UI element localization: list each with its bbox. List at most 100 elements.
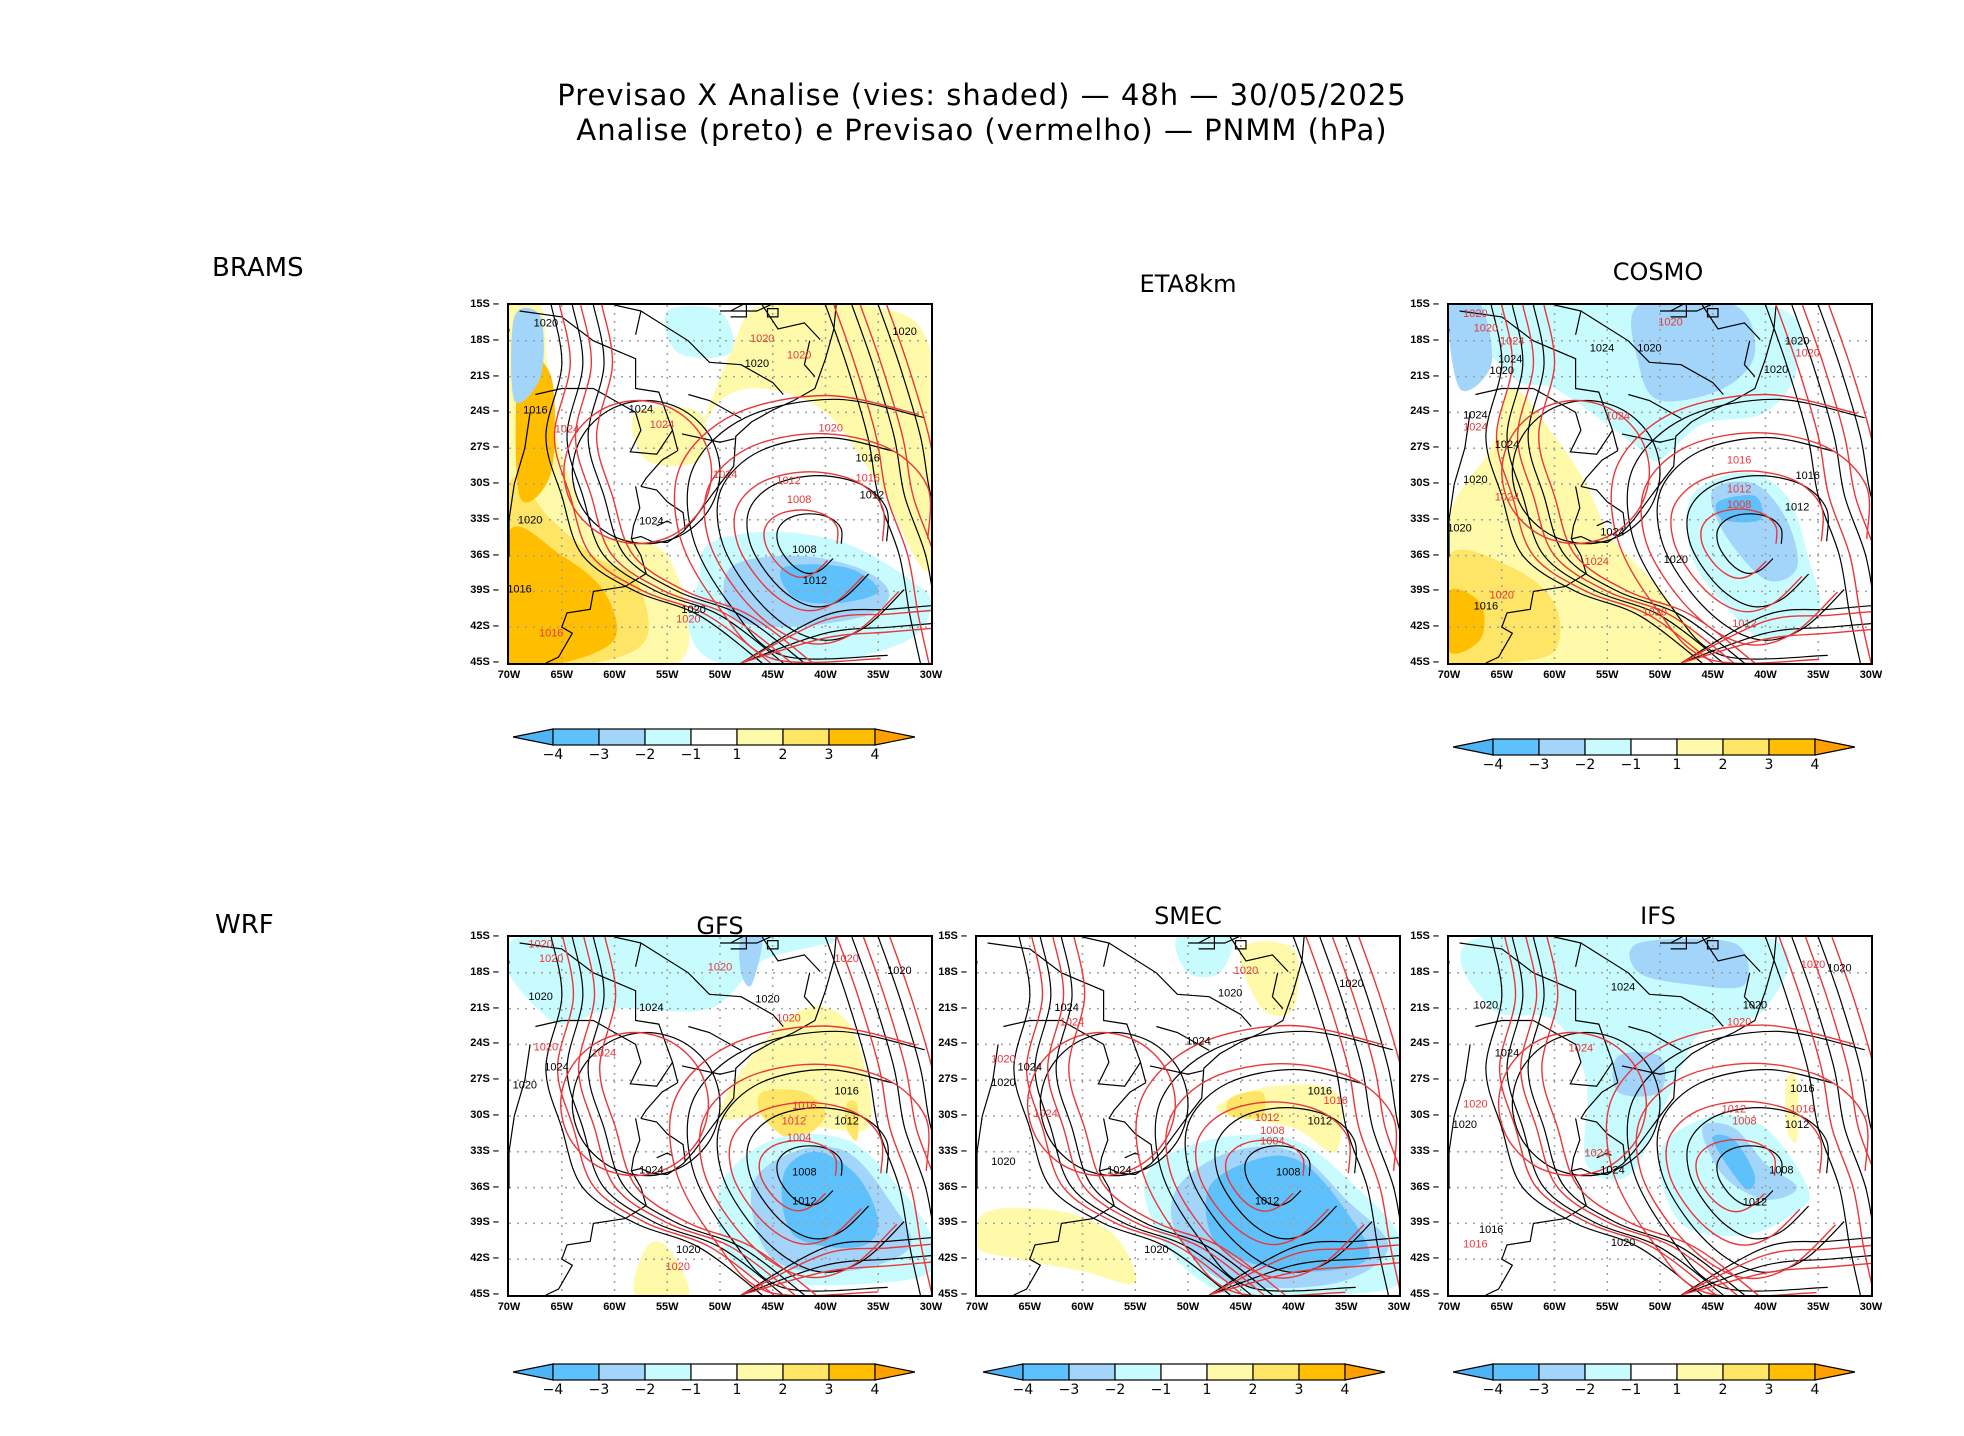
isobar-forecast: [1605, 1024, 1856, 1295]
colorbar-label: 4: [1340, 1382, 1350, 1398]
isobar-analysis: [877, 937, 931, 1131]
lon-tick-label: 35W: [866, 669, 890, 681]
lon-tick-label: 35W: [1334, 1301, 1358, 1313]
isobar-label-analysis: 1020: [518, 514, 542, 526]
country-border: [1743, 340, 1756, 377]
country-border: [977, 1044, 999, 1190]
colorbar-bin: [1492, 1363, 1540, 1381]
colorbar-swatches: [513, 728, 915, 746]
isobar-label-forecast: 1012: [1727, 483, 1751, 495]
colorbar-bin: [1206, 1363, 1254, 1381]
country-border: [1580, 485, 1626, 530]
colorbar-label: −4: [1482, 1382, 1504, 1398]
isobar-label-forecast: 1012: [1732, 618, 1756, 630]
colorbar-bin: [828, 1363, 876, 1381]
country-border: [730, 305, 747, 318]
lon-tick-label: 50W: [1176, 1301, 1200, 1313]
colorbar-label: −2: [634, 747, 656, 763]
map-panel-gfs: 1020 1024 1020 1020 1024 1020 1024 1016 1012 1008…: [470, 930, 942, 1313]
lat-tick-label: 33S –: [470, 512, 499, 525]
lon-tick-label: 30W: [919, 669, 943, 681]
colorbar-label: 1: [1202, 1382, 1212, 1398]
isobar-analysis: [686, 1030, 925, 1292]
isobar-analysis: [587, 937, 805, 1295]
lon-tick-label: 55W: [655, 669, 679, 681]
isobar-forecast: [1680, 628, 1871, 663]
isobar-forecast: [556, 937, 775, 1295]
isobar-analysis: [1506, 937, 1724, 1295]
lon-tick-label: 60W: [1543, 1301, 1566, 1313]
lon-tick-label: 55W: [1123, 1301, 1147, 1313]
isobar-analysis: [571, 1031, 721, 1177]
isobar-label-forecast: 1016: [792, 1100, 816, 1112]
isobar-label-analysis: 1016: [1474, 600, 1498, 612]
isobar-label-forecast: 1016: [1790, 1103, 1814, 1115]
isobar-analysis: [587, 305, 805, 663]
isobar-label-analysis: 1024: [639, 516, 663, 528]
country-border: [1628, 393, 1682, 419]
isobar-forecast: [563, 399, 713, 545]
colorbar-label: 3: [1764, 1382, 1774, 1398]
colorbar-label: 4: [1810, 1382, 1820, 1398]
colorbar-bin: [1630, 738, 1678, 756]
isobar-label-forecast: 1020: [539, 953, 563, 965]
isobar-label-analysis: 1020: [681, 604, 705, 616]
bias-region-level-3: [1175, 937, 1233, 978]
isobar-label-forecast: 1020: [1463, 1099, 1487, 1111]
lat-tick-label: 24S –: [470, 405, 499, 418]
isobar-label-analysis: 1024: [1495, 1047, 1519, 1059]
isobar-forecast: [598, 937, 817, 1295]
isobar-analysis: [1680, 1255, 1871, 1295]
lon-tick-label: 70W: [965, 1301, 989, 1313]
isobar-forecast: [577, 937, 796, 1295]
isobar-analysis: [824, 937, 921, 1295]
isobar-label-analysis: 1016: [1795, 470, 1819, 482]
lat-tick-label: 33S –: [470, 1144, 499, 1157]
isobar-label-forecast: 1020: [676, 613, 700, 625]
isobar-label-analysis: 1024: [1186, 1035, 1210, 1047]
colorbar-label: 4: [870, 1382, 880, 1398]
lat-tick-label: 36S –: [1410, 1180, 1439, 1193]
isobar-analysis: [824, 305, 921, 663]
isobar-forecast: [1680, 1262, 1871, 1295]
isobar-forecast: [740, 627, 931, 663]
bias-shading: [509, 305, 931, 663]
isobar-analysis: [851, 305, 931, 586]
colorbar-extend-high: [874, 1363, 915, 1381]
isobar-analysis: [1680, 1237, 1871, 1295]
bias-region-level-7: [1449, 588, 1485, 654]
isobar-label-analysis: 1008: [792, 544, 816, 556]
isobar-label-analysis: 1024: [1018, 1062, 1042, 1074]
colorbar-label: −1: [680, 1382, 702, 1398]
colorbar-label: 3: [1294, 1382, 1304, 1398]
map-panel-ifs: 1020 1024 1020 1020 1024 1020 1024 1016 1012 1008…: [1410, 930, 1882, 1313]
isobar-label-forecast: 1020: [776, 1013, 800, 1025]
country-border: [519, 942, 674, 1063]
lon-tick-label: 30W: [919, 1301, 943, 1313]
isobar-forecast: [889, 937, 931, 1067]
isobar-label-analysis: 1012: [1308, 1115, 1332, 1127]
isobar-label-analysis: 1008: [1276, 1167, 1300, 1179]
country-border: [640, 942, 784, 1027]
isobar-forecast: [1695, 1138, 1777, 1213]
isobar-forecast: [1025, 937, 1244, 1295]
colorbar-bin: [598, 1363, 646, 1381]
country-border: [1580, 310, 1724, 395]
lagoon-outline: [1596, 1152, 1612, 1159]
isobar-analysis: [877, 305, 931, 499]
lon-tick-label: 60W: [1071, 1301, 1094, 1313]
isobar-analysis: [1485, 305, 1703, 663]
colorbar-extend-low: [513, 1363, 554, 1381]
colorbar-extend-high: [874, 728, 915, 746]
isobar-analysis: [1527, 937, 1745, 1295]
isobar-label-analysis: 1020: [676, 1244, 700, 1256]
lake-outline: [1706, 308, 1719, 318]
isobar-label-analysis: 1020: [1474, 1000, 1498, 1012]
lat-tick-label: 30S –: [938, 1109, 967, 1121]
country-border: [1198, 937, 1215, 950]
lat-tick-label: 18S –: [1410, 333, 1439, 346]
country-border: [730, 937, 747, 950]
country-border: [1628, 1025, 1682, 1051]
country-border: [1621, 433, 1675, 443]
isobar-analysis: [1345, 937, 1399, 1131]
